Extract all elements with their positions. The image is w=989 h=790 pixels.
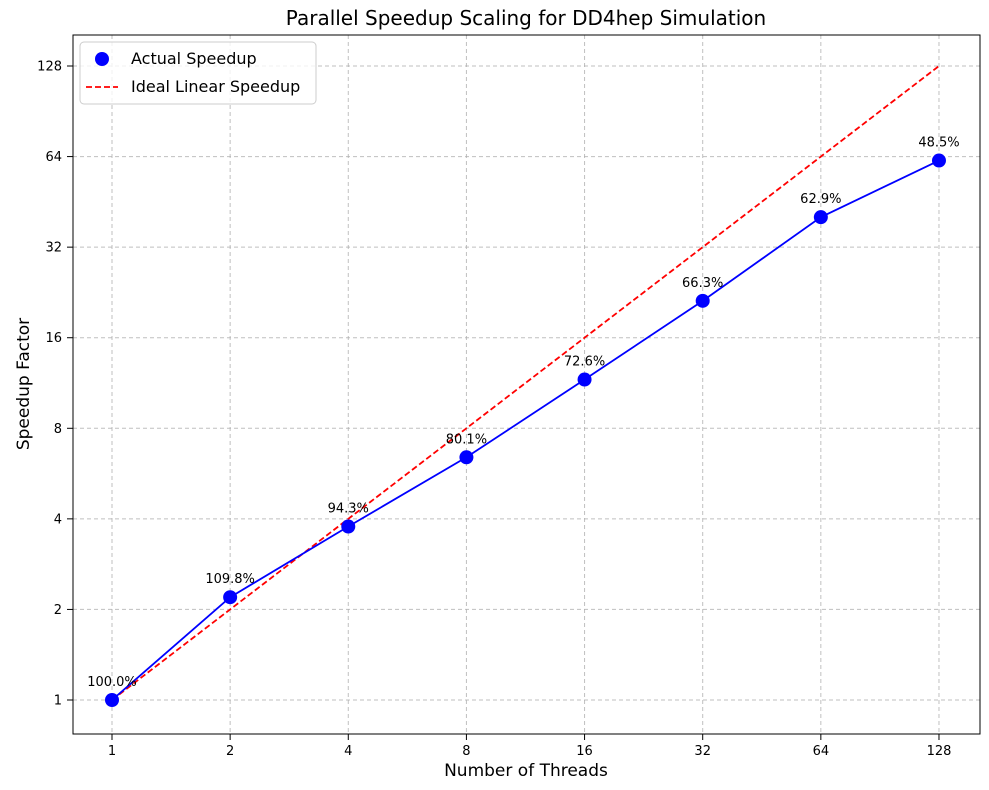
y-tick-label: 32 xyxy=(45,241,62,256)
legend-marker-actual xyxy=(95,52,109,66)
efficiency-label: 62.9% xyxy=(800,192,841,207)
x-tick-label: 16 xyxy=(576,744,593,759)
efficiency-label: 80.1% xyxy=(446,432,487,447)
x-tick-label: 128 xyxy=(927,744,952,759)
x-tick-label: 4 xyxy=(344,744,352,759)
efficiency-label: 66.3% xyxy=(682,276,723,291)
chart-title: Parallel Speedup Scaling for DD4hep Simu… xyxy=(286,6,766,30)
x-tick-label: 8 xyxy=(462,744,470,759)
efficiency-label: 94.3% xyxy=(328,502,369,517)
x-tick-label: 2 xyxy=(226,744,234,759)
legend-box xyxy=(79,41,317,105)
y-tick-label: 16 xyxy=(45,331,62,346)
ideal-series xyxy=(111,65,940,701)
y-tick-label: 8 xyxy=(54,422,62,437)
efficiency-label: 100.0% xyxy=(87,675,137,690)
legend: Actual Speedup Ideal Linear Speedup xyxy=(79,41,317,105)
y-tick-label: 128 xyxy=(37,60,62,75)
y-tick-label: 1 xyxy=(54,694,62,709)
ideal-speedup-line xyxy=(111,65,940,701)
actual-speedup-point xyxy=(813,210,828,225)
grid-lines xyxy=(73,35,980,734)
y-tick-label: 4 xyxy=(54,512,62,527)
efficiency-label: 72.6% xyxy=(564,355,605,370)
actual-series xyxy=(105,153,946,707)
y-tick-label: 2 xyxy=(54,603,62,618)
actual-speedup-line xyxy=(111,159,940,701)
actual-speedup-point xyxy=(105,693,119,707)
x-tick-label: 64 xyxy=(813,744,830,759)
efficiency-label: 48.5% xyxy=(918,136,959,151)
actual-speedup-point xyxy=(577,372,592,387)
actual-speedup-point xyxy=(223,590,238,605)
efficiency-label: 109.8% xyxy=(205,572,255,587)
data-labels: 100.0% 109.8% 94.3% 80.1% 72.6% 66.3% 62.9% 48.… xyxy=(87,136,959,690)
y-tick-label: 64 xyxy=(45,150,62,165)
actual-speedup-point xyxy=(695,293,710,308)
actual-speedup-point xyxy=(459,450,474,465)
x-tick-label: 32 xyxy=(694,744,711,759)
x-tick-label: 1 xyxy=(108,744,116,759)
y-axis-label: Speedup Factor xyxy=(14,318,34,450)
actual-speedup-point xyxy=(341,519,356,534)
legend-label-ideal: Ideal Linear Speedup xyxy=(131,77,300,96)
x-axis-label: Number of Threads xyxy=(444,761,608,781)
axis-ticks: 1 2 4 8 16 32 64 128 1 2 4 8 16 32 64 128 xyxy=(37,60,951,759)
legend-label-actual: Actual Speedup xyxy=(131,49,257,68)
plot-frame xyxy=(72,34,981,735)
actual-speedup-point xyxy=(931,153,946,168)
